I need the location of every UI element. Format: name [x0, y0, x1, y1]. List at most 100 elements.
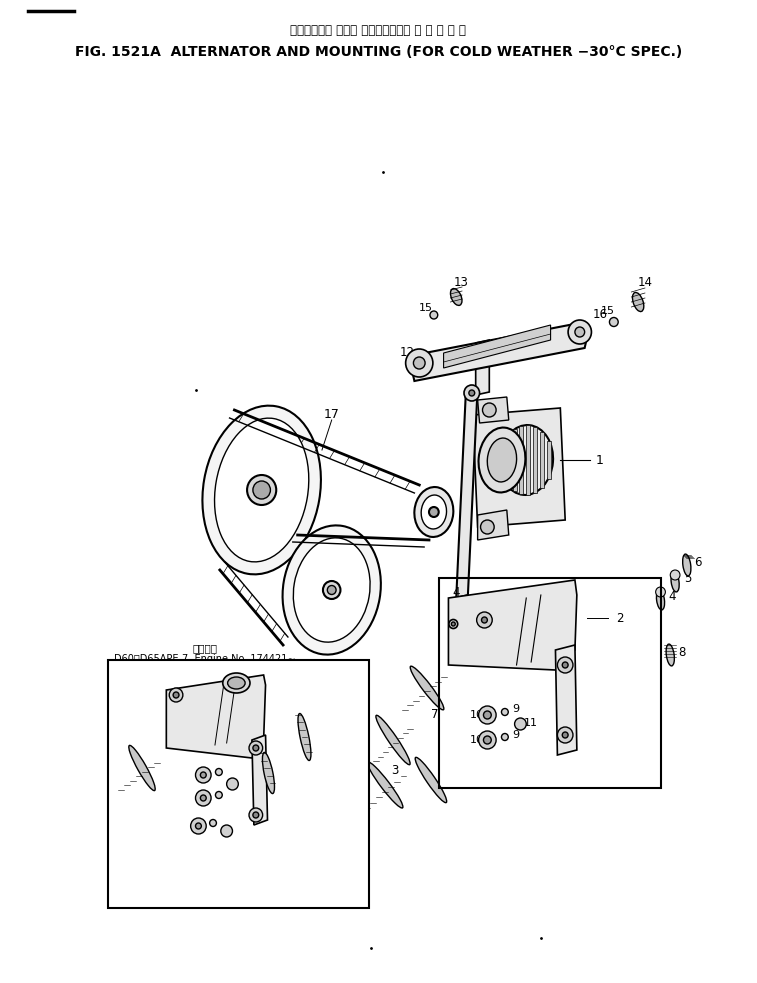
Text: 12: 12 [400, 345, 415, 359]
Text: 15: 15 [601, 306, 615, 316]
Ellipse shape [216, 791, 223, 798]
Polygon shape [547, 440, 550, 479]
Polygon shape [448, 580, 577, 670]
Circle shape [170, 688, 183, 702]
Text: 10: 10 [469, 735, 484, 745]
Polygon shape [540, 432, 544, 489]
Ellipse shape [683, 554, 691, 576]
Circle shape [562, 732, 568, 738]
Circle shape [191, 818, 206, 834]
Circle shape [201, 772, 206, 778]
Text: 10: 10 [186, 768, 199, 778]
Circle shape [406, 349, 433, 377]
Ellipse shape [327, 586, 336, 595]
Text: 7: 7 [129, 788, 136, 798]
Polygon shape [456, 387, 478, 598]
Circle shape [481, 617, 488, 623]
Text: 15: 15 [419, 303, 433, 313]
Ellipse shape [421, 495, 447, 529]
Circle shape [195, 823, 201, 829]
Polygon shape [167, 675, 266, 758]
Polygon shape [512, 429, 516, 492]
Text: 適用号稺: 適用号稺 [193, 643, 218, 653]
Ellipse shape [501, 733, 508, 740]
Text: 7: 7 [431, 708, 438, 721]
Polygon shape [412, 322, 587, 381]
Text: 3: 3 [391, 764, 399, 777]
Ellipse shape [500, 425, 553, 495]
Circle shape [477, 612, 492, 628]
Ellipse shape [323, 581, 341, 599]
Circle shape [515, 718, 526, 730]
Text: 10: 10 [186, 791, 199, 801]
Ellipse shape [451, 622, 455, 626]
Circle shape [195, 790, 211, 806]
Polygon shape [526, 425, 530, 494]
Circle shape [484, 736, 491, 744]
Ellipse shape [210, 820, 217, 827]
Ellipse shape [410, 666, 444, 710]
Text: 10: 10 [180, 821, 193, 831]
Ellipse shape [247, 475, 276, 505]
Ellipse shape [282, 525, 381, 655]
Ellipse shape [202, 406, 321, 574]
Circle shape [575, 327, 584, 337]
Ellipse shape [609, 318, 618, 326]
Circle shape [481, 520, 494, 534]
Ellipse shape [671, 572, 679, 592]
Circle shape [221, 825, 232, 837]
Text: D60・D65APE-7  Engine No. 174421∼: D60・D65APE-7 Engine No. 174421∼ [114, 654, 296, 664]
Polygon shape [506, 434, 509, 486]
Ellipse shape [223, 673, 250, 693]
Text: 9: 9 [226, 764, 232, 774]
Polygon shape [519, 426, 523, 494]
Circle shape [562, 662, 568, 668]
Text: 14: 14 [637, 276, 653, 290]
Text: 16: 16 [593, 309, 608, 321]
Polygon shape [475, 340, 489, 395]
Ellipse shape [214, 418, 309, 562]
Ellipse shape [430, 311, 438, 319]
Text: 13: 13 [453, 276, 469, 290]
Text: 9: 9 [512, 730, 519, 740]
Ellipse shape [263, 752, 275, 793]
Polygon shape [252, 735, 267, 825]
Text: 5: 5 [684, 571, 691, 585]
Text: 11: 11 [235, 778, 249, 788]
Circle shape [478, 706, 496, 724]
Text: 2: 2 [148, 672, 155, 682]
Text: 17: 17 [324, 409, 340, 422]
Circle shape [201, 795, 206, 801]
Ellipse shape [129, 745, 155, 790]
Text: 4: 4 [453, 586, 460, 599]
Circle shape [249, 808, 263, 822]
Circle shape [226, 778, 238, 790]
Polygon shape [499, 448, 503, 472]
Polygon shape [478, 397, 509, 423]
Circle shape [557, 727, 573, 743]
Ellipse shape [415, 757, 447, 803]
Text: 8: 8 [313, 724, 321, 734]
Text: 9: 9 [512, 704, 519, 714]
Ellipse shape [228, 677, 245, 689]
Circle shape [557, 657, 573, 673]
Text: 9: 9 [226, 788, 232, 798]
Text: 6: 6 [693, 555, 701, 568]
Circle shape [469, 390, 475, 396]
Ellipse shape [478, 428, 525, 492]
Polygon shape [478, 510, 509, 540]
Text: 9: 9 [289, 766, 296, 776]
Circle shape [249, 741, 263, 755]
Circle shape [478, 731, 496, 749]
Polygon shape [533, 427, 537, 493]
Text: 11: 11 [524, 718, 538, 728]
Text: 4: 4 [668, 590, 676, 603]
Ellipse shape [293, 538, 370, 642]
Text: 1: 1 [595, 453, 603, 467]
Circle shape [464, 385, 480, 401]
Ellipse shape [501, 709, 508, 716]
Circle shape [253, 812, 259, 818]
Ellipse shape [488, 438, 516, 482]
Text: 11: 11 [231, 827, 244, 837]
Polygon shape [556, 645, 577, 755]
